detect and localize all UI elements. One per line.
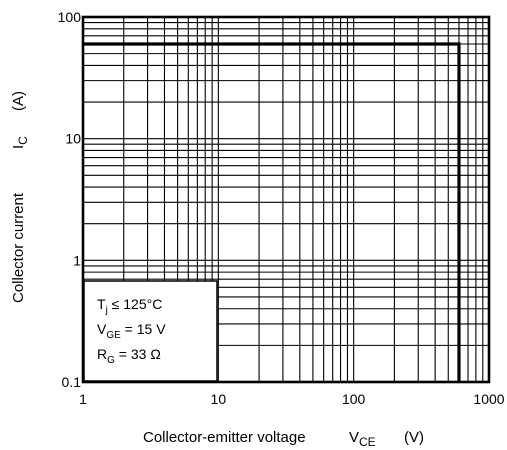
x-axis-label-unit: (V) xyxy=(404,429,424,446)
annotation-line-3-symbol: R xyxy=(97,346,107,362)
annotation-line-1-text: ≤ 125°C xyxy=(108,296,163,312)
x-axis-label-subscript: CE xyxy=(359,435,376,449)
annotation-line-2-symbol: V xyxy=(97,321,107,337)
annotation-line-3: RG = 33 Ω xyxy=(97,346,161,366)
annotation-line-1: Tj ≤ 125°C xyxy=(97,296,162,316)
annotation-box: Tj ≤ 125°C VGE = 15 V RG = 33 Ω xyxy=(83,280,218,382)
y-tick-label: 1 xyxy=(73,252,81,268)
y-tick-label: 0.1 xyxy=(62,374,82,390)
x-axis-label-text: Collector-emitter voltage xyxy=(143,429,306,446)
x-tick-labels: 1 10 100 1000 xyxy=(79,391,505,407)
y-tick-labels: 0.1 1 10 100 xyxy=(58,9,82,390)
y-axis-label-unit: (A) xyxy=(10,91,27,111)
y-axis-label-subscript: C xyxy=(16,136,30,145)
y-tick-label: 10 xyxy=(65,131,81,147)
annotation-box-bg xyxy=(83,280,218,382)
plot-frame xyxy=(81,15,491,384)
y-axis-label-symbol: I xyxy=(10,145,27,149)
y-axis-label-text: Collector current xyxy=(10,192,27,303)
annotation-line-1-subscript: j xyxy=(105,305,108,316)
annotation-line-3-text: = 33 Ω xyxy=(115,346,161,362)
annotation-line-2-text: = 15 V xyxy=(121,321,166,337)
x-tick-label: 100 xyxy=(342,391,366,407)
soa-boundary-line xyxy=(83,42,461,382)
series-group xyxy=(83,42,461,382)
x-axis-label: Collector-emitter voltage VCE (V) xyxy=(143,429,424,449)
x-tick-label: 1 xyxy=(79,391,87,407)
annotation-line-2-subscript: GE xyxy=(106,330,121,341)
annotation-line-1-symbol: T xyxy=(97,296,106,312)
x-axis-label-symbol: V xyxy=(349,429,359,446)
y-tick-label: 100 xyxy=(58,9,82,25)
y-axis-label: Collector current IC (A) xyxy=(10,91,30,303)
annotation-line-3-subscript: G xyxy=(107,355,115,366)
x-tick-label: 10 xyxy=(211,391,227,407)
annotation-line-2: VGE = 15 V xyxy=(97,321,166,341)
x-tick-label: 1000 xyxy=(473,391,504,407)
